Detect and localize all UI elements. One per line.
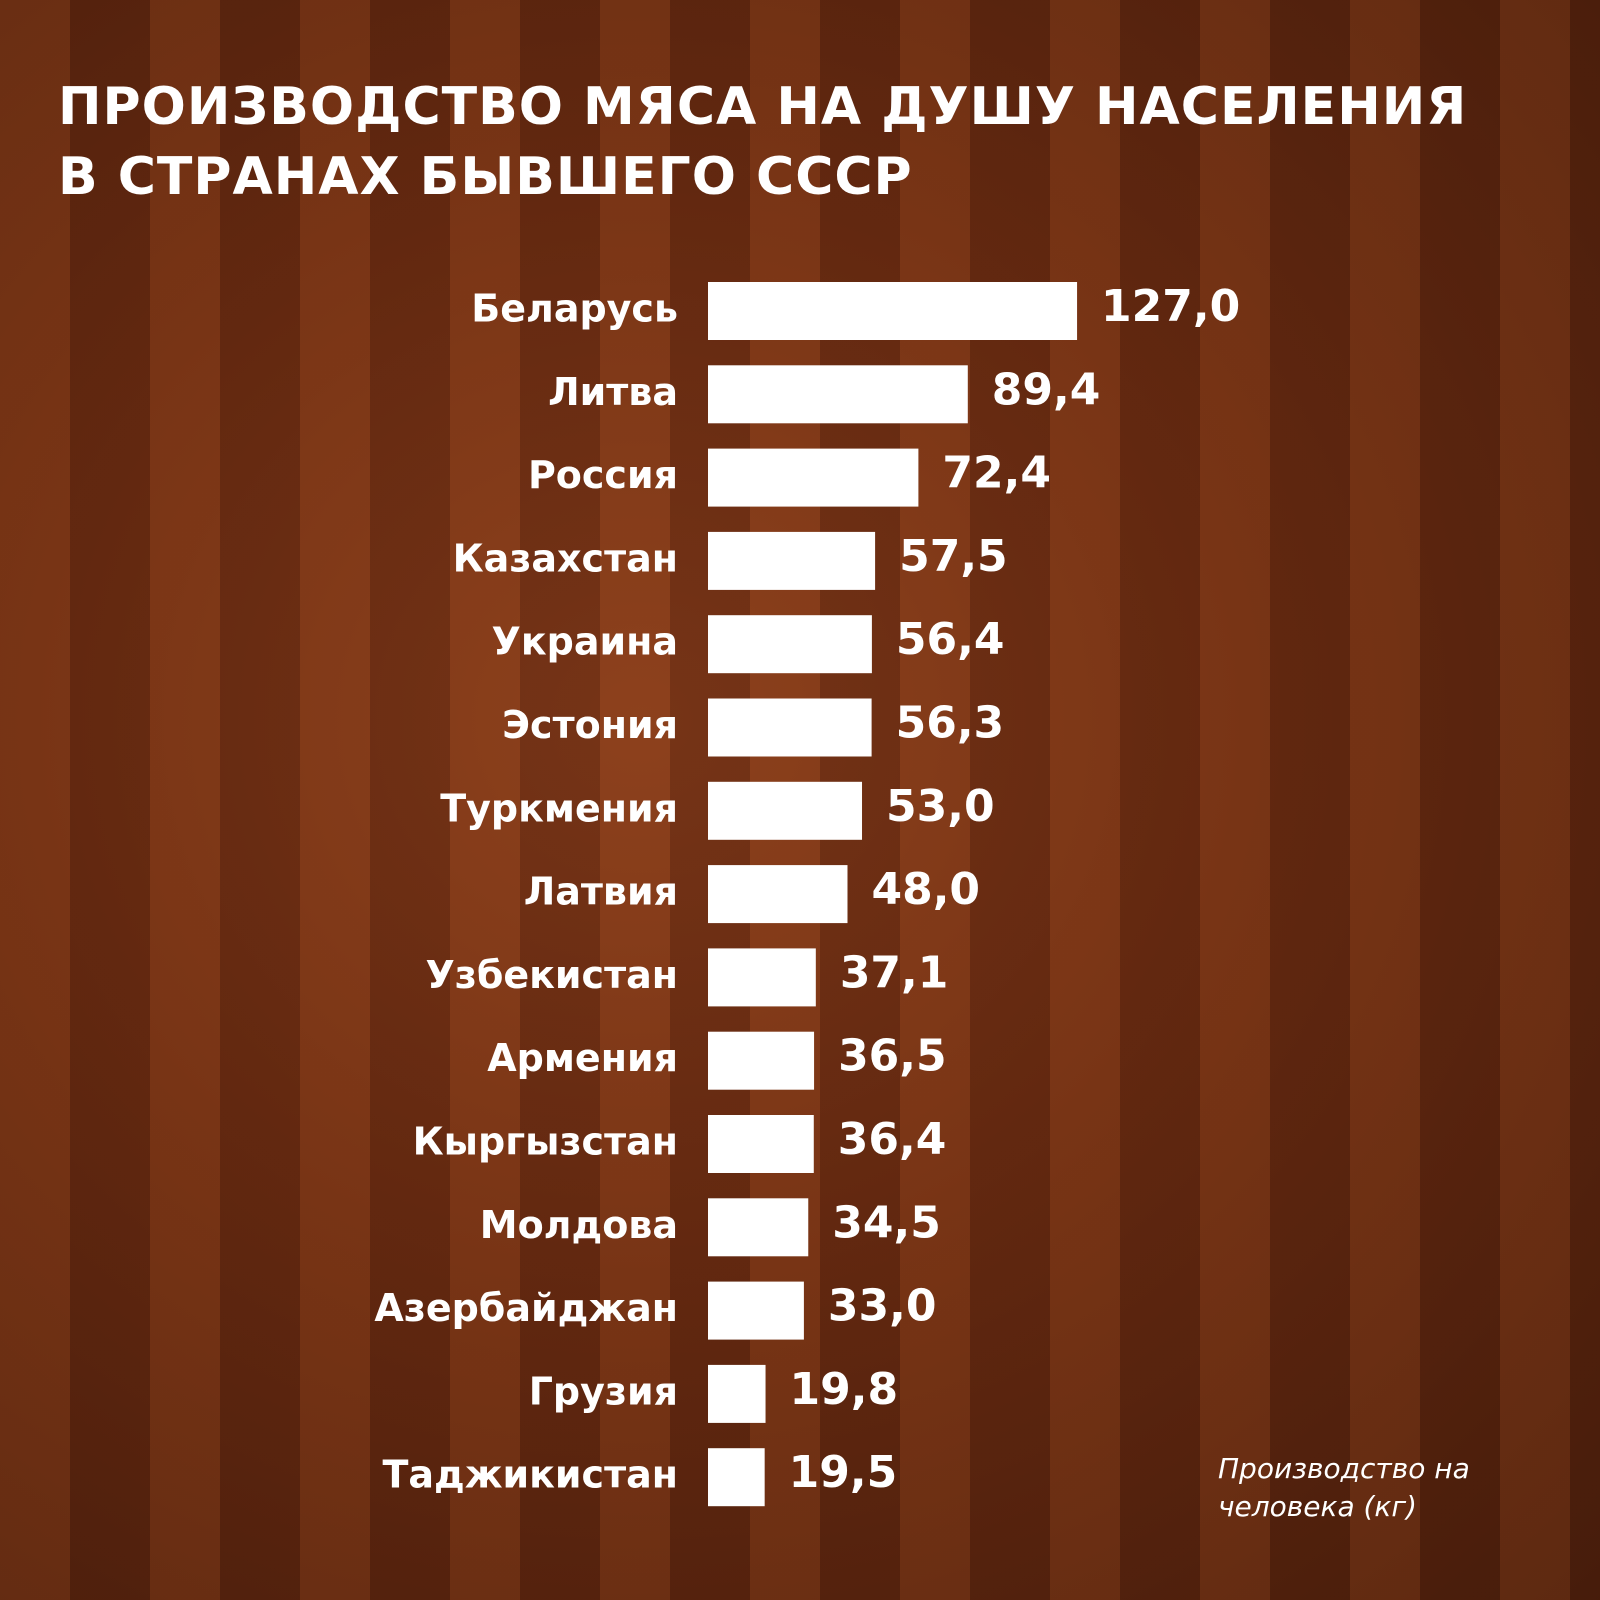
category-label: Украина — [492, 620, 678, 664]
value-label: 72,4 — [942, 448, 1051, 499]
bar — [708, 865, 848, 924]
bar — [708, 282, 1078, 340]
value-label: 36,4 — [838, 1114, 947, 1165]
category-label: Таджикистан — [382, 1453, 678, 1497]
category-label: Россия — [528, 453, 678, 497]
category-label: Эстония — [502, 703, 678, 747]
category-label: Туркмения — [440, 786, 678, 830]
value-label: 37,1 — [840, 947, 949, 998]
bar — [708, 781, 863, 840]
bar — [708, 698, 872, 757]
value-label: 33,0 — [828, 1281, 937, 1332]
category-label: Азербайджан — [374, 1286, 678, 1330]
category-label: Узбекистан — [425, 953, 678, 997]
bar — [708, 365, 968, 424]
unit-note: Производство на человека (кг) — [1218, 1452, 1470, 1523]
chart-title: ПРОИЗВОДСТВО МЯСА НА ДУШУ НАСЕЛЕНИЯ В СТ… — [58, 77, 1468, 207]
bar — [708, 1198, 809, 1257]
value-label: 127,0 — [1101, 281, 1240, 332]
value-label: 53,0 — [886, 781, 995, 832]
category-label: Молдова — [480, 1203, 678, 1247]
category-label: Кыргызстан — [413, 1120, 678, 1164]
category-label: Грузия — [529, 1369, 678, 1413]
category-label: Казахстан — [453, 536, 678, 580]
bar — [708, 1115, 814, 1173]
bar — [708, 1031, 815, 1090]
bar — [708, 1364, 766, 1423]
bar — [708, 615, 872, 674]
bar — [708, 948, 816, 1007]
value-label: 56,4 — [896, 614, 1005, 665]
category-label: Беларусь — [471, 287, 678, 331]
value-label: 89,4 — [992, 364, 1101, 415]
bar — [708, 531, 876, 590]
bar — [708, 1448, 765, 1507]
category-label: Латвия — [524, 870, 678, 914]
bar — [708, 1281, 804, 1340]
category-label: Армения — [487, 1036, 678, 1080]
value-label: 36,5 — [838, 1031, 947, 1082]
value-label: 19,8 — [790, 1364, 899, 1415]
value-label: 56,3 — [896, 698, 1005, 749]
value-label: 57,5 — [899, 531, 1008, 582]
category-label: Литва — [548, 370, 678, 414]
value-label: 48,0 — [871, 864, 980, 915]
value-label: 19,5 — [789, 1447, 898, 1498]
bar — [708, 448, 919, 507]
value-label: 34,5 — [832, 1197, 941, 1248]
